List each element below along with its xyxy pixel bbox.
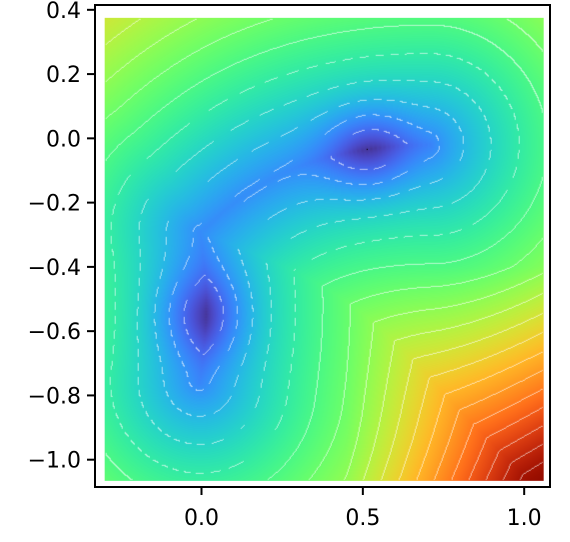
heatmap-raster	[104, 17, 544, 481]
y-tick-label: −0.2	[28, 192, 81, 217]
y-tick-label: −0.4	[28, 256, 81, 281]
y-tick-label: 0.0	[46, 127, 81, 152]
axes-frame	[94, 4, 551, 488]
y-tick-label: 0.2	[46, 63, 81, 88]
x-tick-label: 1.0	[507, 506, 542, 531]
y-tick-label: 0.4	[46, 0, 81, 24]
y-tick-label: −0.6	[28, 320, 81, 345]
y-tick-label: −0.8	[28, 384, 81, 409]
x-axis: 0.0 0.5 1.0	[184, 487, 542, 531]
x-tick-label: 0.5	[345, 506, 380, 531]
y-axis: 0.4 0.2 0.0 −0.2 −0.4 −0.6 −0.8 −1.0	[28, 0, 95, 474]
heatmap-image	[104, 17, 544, 481]
x-tick-label: 0.0	[184, 506, 219, 531]
y-tick-label: −1.0	[28, 449, 81, 474]
